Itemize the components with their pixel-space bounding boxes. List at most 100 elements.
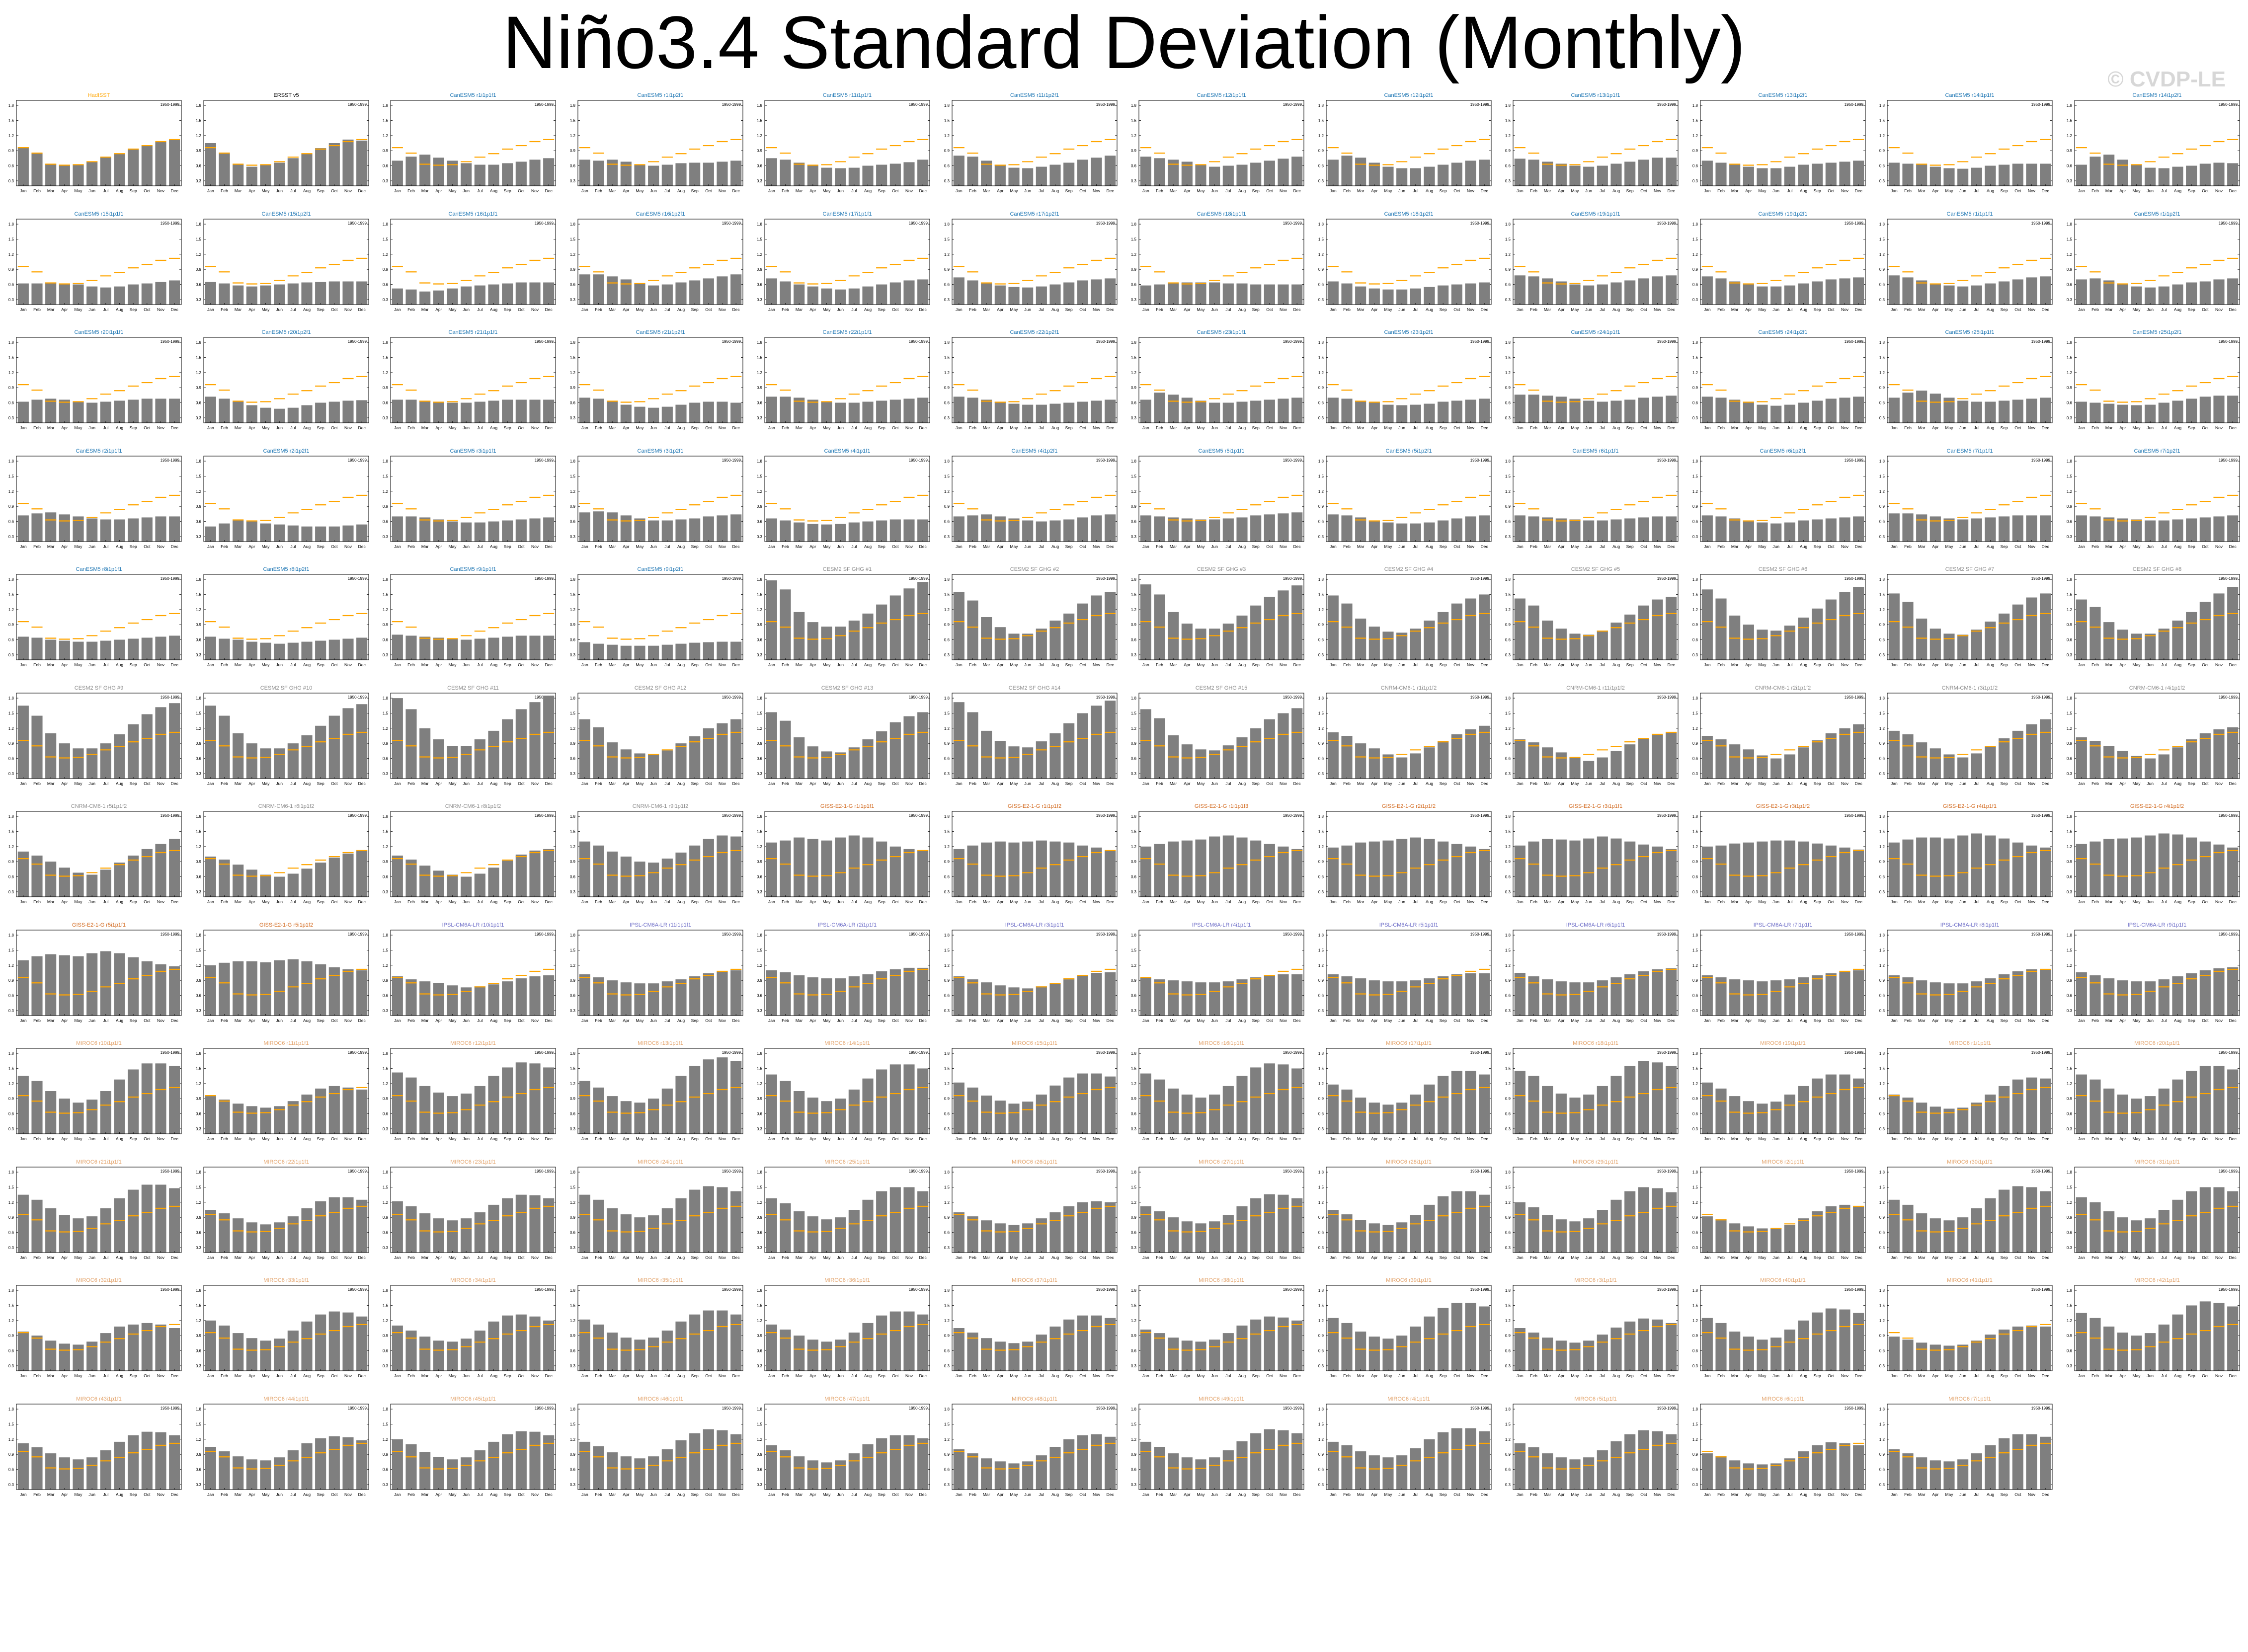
y-tick-label: 0.6 bbox=[1318, 638, 1324, 642]
bar bbox=[392, 288, 403, 305]
x-tick-label: Jan bbox=[955, 781, 962, 786]
bar bbox=[953, 592, 964, 660]
y-tick-label: 1.8 bbox=[195, 459, 201, 464]
x-tick-label: Jun bbox=[837, 544, 844, 549]
bar bbox=[606, 644, 618, 660]
x-tick-label: Nov bbox=[531, 425, 539, 430]
y-tick-label: 1.5 bbox=[1505, 711, 1511, 715]
x-tick-label: Feb bbox=[1904, 544, 1912, 549]
y-tick-label: 1.8 bbox=[195, 340, 201, 345]
x-tick-label: Jan bbox=[955, 307, 962, 312]
x-tick-label: Feb bbox=[1717, 544, 1725, 549]
y-tick-label: 0.6 bbox=[757, 164, 763, 168]
plot-frame bbox=[577, 456, 743, 542]
bar bbox=[2076, 515, 2087, 542]
x-tick-label: Aug bbox=[1051, 544, 1058, 549]
x-tick-label: Nov bbox=[2215, 188, 2223, 193]
bar bbox=[433, 739, 444, 779]
bar bbox=[392, 160, 403, 186]
bar bbox=[1652, 516, 1663, 542]
x-tick-label: Jul bbox=[1974, 307, 1979, 312]
bar bbox=[529, 518, 541, 542]
bar bbox=[1077, 159, 1088, 186]
x-tick-label: Oct bbox=[1079, 781, 1086, 786]
x-tick-label: Mar bbox=[234, 425, 241, 430]
bar bbox=[1451, 518, 1462, 542]
bar bbox=[128, 724, 139, 779]
y-tick-label: 1.8 bbox=[1131, 577, 1137, 582]
x-tick-label: Apr bbox=[1932, 425, 1938, 430]
y-tick-label: 0.3 bbox=[1879, 297, 1885, 302]
x-tick-label: Aug bbox=[1612, 425, 1620, 430]
x-tick-label: Aug bbox=[1238, 188, 1246, 193]
bar bbox=[1396, 405, 1407, 423]
x-tick-label: Nov bbox=[1841, 425, 1848, 430]
bar bbox=[141, 517, 153, 542]
x-tick-label: Oct bbox=[1640, 425, 1647, 430]
bar bbox=[1839, 161, 1850, 186]
x-tick-label: Jun bbox=[276, 544, 283, 549]
y-tick-label: 0.3 bbox=[569, 771, 575, 776]
x-tick-label: Nov bbox=[1092, 662, 1100, 667]
bar bbox=[218, 398, 230, 423]
bar bbox=[474, 638, 485, 660]
x-tick-label: Apr bbox=[435, 781, 442, 786]
bar bbox=[1839, 397, 1850, 423]
bar bbox=[1756, 755, 1768, 779]
bar bbox=[342, 281, 354, 305]
bar bbox=[794, 522, 805, 542]
y-tick-label: 1.8 bbox=[569, 222, 575, 227]
bar bbox=[1528, 742, 1539, 779]
bar bbox=[661, 164, 673, 186]
x-tick-label: Aug bbox=[864, 307, 872, 312]
bar bbox=[1811, 400, 1823, 423]
x-tick-label: Jan bbox=[768, 544, 775, 549]
y-tick-label: 0.6 bbox=[1692, 282, 1698, 287]
x-tick-label: Apr bbox=[1558, 188, 1564, 193]
x-tick-label: Oct bbox=[892, 188, 899, 193]
period-label: 1950-1999 bbox=[347, 339, 367, 344]
bar bbox=[2171, 621, 2183, 660]
bar bbox=[488, 164, 499, 186]
y-tick-label: 0.9 bbox=[1879, 267, 1885, 272]
x-tick-label: Mar bbox=[234, 781, 241, 786]
bar bbox=[766, 580, 777, 660]
bar bbox=[1140, 399, 1151, 423]
y-tick-label: 1.8 bbox=[569, 340, 575, 345]
y-tick-label: 0.6 bbox=[1505, 638, 1511, 642]
bar bbox=[488, 730, 499, 779]
y-tick-label: 0.6 bbox=[1131, 164, 1137, 168]
x-tick-label: Feb bbox=[1904, 781, 1912, 786]
bar bbox=[128, 284, 139, 305]
x-tick-label: Aug bbox=[1425, 781, 1433, 786]
bar bbox=[903, 398, 915, 423]
plot-frame bbox=[1887, 100, 2053, 186]
plot-frame bbox=[1887, 574, 2053, 660]
x-tick-label: Dec bbox=[732, 307, 740, 312]
bar bbox=[703, 516, 714, 542]
bar bbox=[634, 283, 645, 305]
x-tick-label: Jan bbox=[1517, 544, 1524, 549]
bar bbox=[1597, 757, 1608, 779]
x-tick-label: Apr bbox=[1745, 781, 1752, 786]
y-tick-label: 1.2 bbox=[8, 489, 14, 493]
bar bbox=[2130, 405, 2142, 423]
x-tick-label: Feb bbox=[1156, 544, 1163, 549]
bar bbox=[86, 748, 98, 779]
x-tick-label: Feb bbox=[1156, 781, 1163, 786]
x-tick-label: Jan bbox=[2078, 307, 2085, 312]
plot-frame bbox=[16, 100, 182, 186]
x-tick-label: Apr bbox=[1932, 544, 1938, 549]
x-tick-label: May bbox=[636, 662, 644, 667]
bar bbox=[1140, 515, 1151, 542]
bar bbox=[1209, 402, 1220, 423]
y-tick-label: 0.9 bbox=[8, 149, 14, 153]
plot-frame bbox=[1513, 100, 1679, 186]
period-label: 1950-1999 bbox=[535, 458, 554, 463]
y-tick-label: 1.2 bbox=[1692, 608, 1698, 612]
x-tick-label: Sep bbox=[2187, 188, 2195, 193]
bar bbox=[716, 161, 728, 186]
period-label: 1950-1999 bbox=[2218, 458, 2238, 463]
bar bbox=[529, 159, 541, 186]
x-tick-label: Apr bbox=[997, 307, 1003, 312]
